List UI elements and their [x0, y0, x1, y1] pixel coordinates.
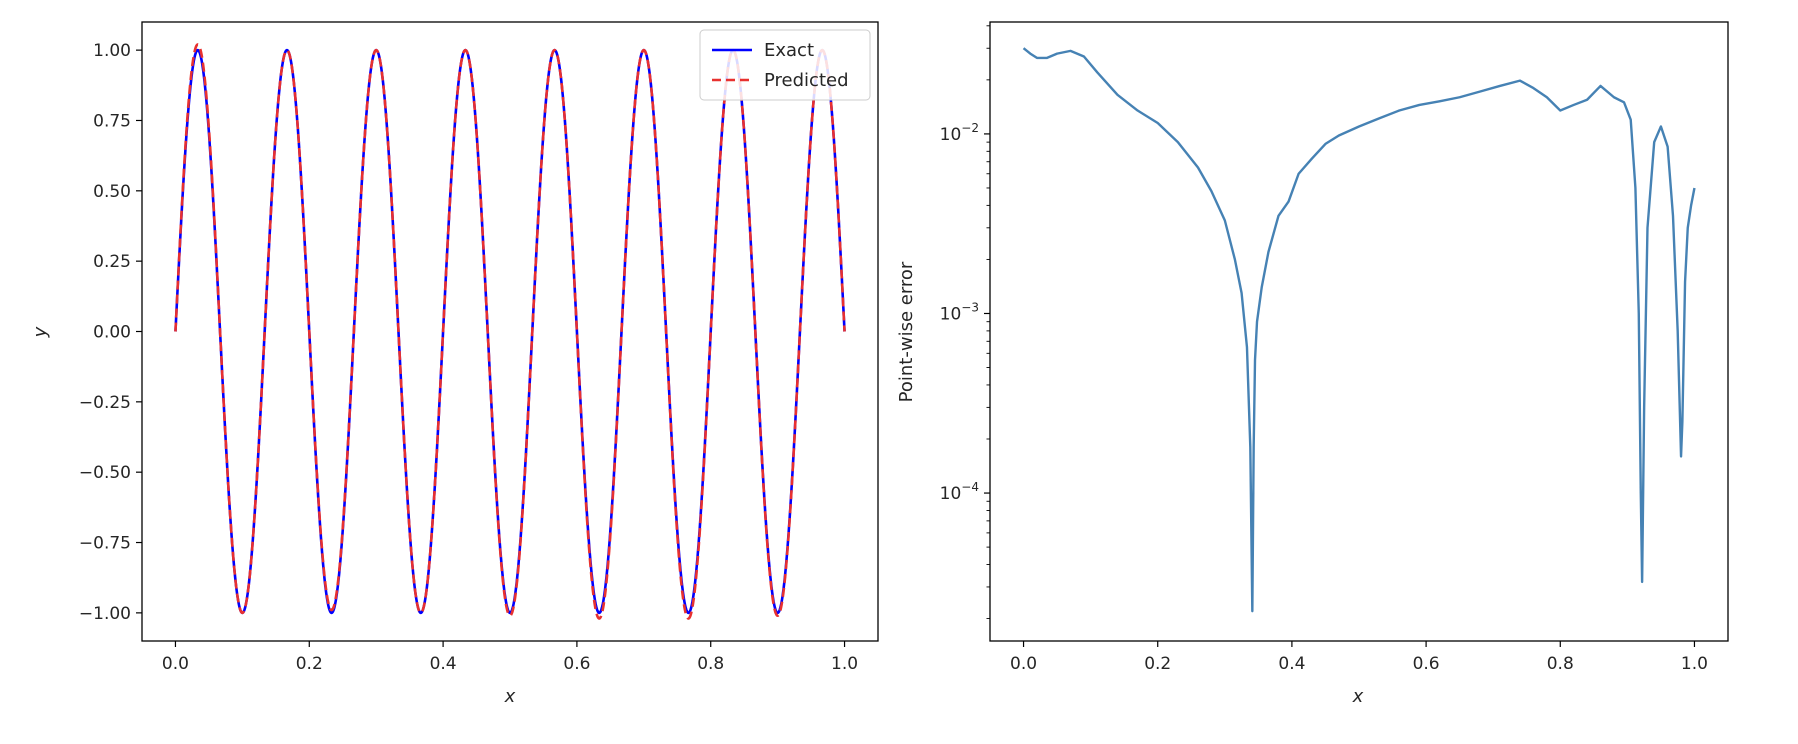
- y-tick-label: −0.25: [79, 393, 131, 413]
- x-tick-label: 0.2: [296, 654, 323, 674]
- y-axis-label: y: [30, 326, 51, 338]
- legend: Exact Predicted: [699, 29, 871, 101]
- x-tick-label: 0.0: [162, 654, 189, 674]
- plot-frame: [989, 21, 1729, 642]
- y-tick-label: 1.00: [93, 41, 131, 61]
- y-tick-label: 0.75: [93, 111, 131, 131]
- x-tick-label: 0.8: [697, 654, 724, 674]
- series-lines: [1022, 47, 1696, 613]
- y-tick-label: 10−2: [940, 121, 979, 145]
- y-tick-label: −0.75: [79, 534, 131, 554]
- legend-box: [699, 29, 871, 101]
- y-ticks: 10−2 10−3 10−4: [940, 25, 990, 620]
- series-line-error: [1022, 47, 1696, 613]
- x-tick-label: 0.4: [430, 654, 457, 674]
- x-ticks: 0.0 0.2 0.4 0.6 0.8 1.0: [1010, 641, 1708, 674]
- x-axis-label: x: [1352, 686, 1364, 707]
- y-ticks: 1.00 0.75 0.50 0.25 0.00 −0.25 −0.50 −0.75 −1.00: [79, 41, 142, 624]
- x-axis-label: x: [504, 686, 516, 707]
- x-tick-label: 0.6: [1413, 654, 1440, 674]
- x-tick-label: 0.4: [1278, 654, 1305, 674]
- y-tick-label: −0.50: [79, 463, 131, 483]
- y-axis-label: Point-wise error: [896, 261, 917, 402]
- y-tick-label: 0.25: [93, 252, 131, 272]
- x-ticks: 0.0 0.2 0.4 0.6 0.8 1.0: [162, 641, 858, 674]
- y-tick-label: −1.00: [79, 604, 131, 624]
- y-tick-label: 10−3: [940, 300, 979, 324]
- x-tick-label: 1.0: [831, 654, 858, 674]
- pointwise-error-chart: 0.0 0.2 0.4 0.6 0.8 1.0 10−2 10−3 10−4 x Point-…: [896, 21, 1729, 707]
- x-tick-label: 0.8: [1547, 654, 1574, 674]
- x-tick-label: 1.0: [1681, 654, 1708, 674]
- x-tick-label: 0.6: [563, 654, 590, 674]
- x-tick-label: 0.2: [1144, 654, 1171, 674]
- legend-label-predicted: Predicted: [764, 70, 849, 91]
- legend-label-exact: Exact: [764, 40, 814, 61]
- x-tick-label: 0.0: [1010, 654, 1037, 674]
- wave-comparison-chart: 0.0 0.2 0.4 0.6 0.8 1.0 1.00 0.75 0.50 0.25 0.00 −…: [30, 21, 879, 707]
- y-tick-label: 0.00: [93, 323, 131, 343]
- y-tick-label: 0.50: [93, 182, 131, 202]
- y-tick-label: 10−4: [940, 480, 979, 504]
